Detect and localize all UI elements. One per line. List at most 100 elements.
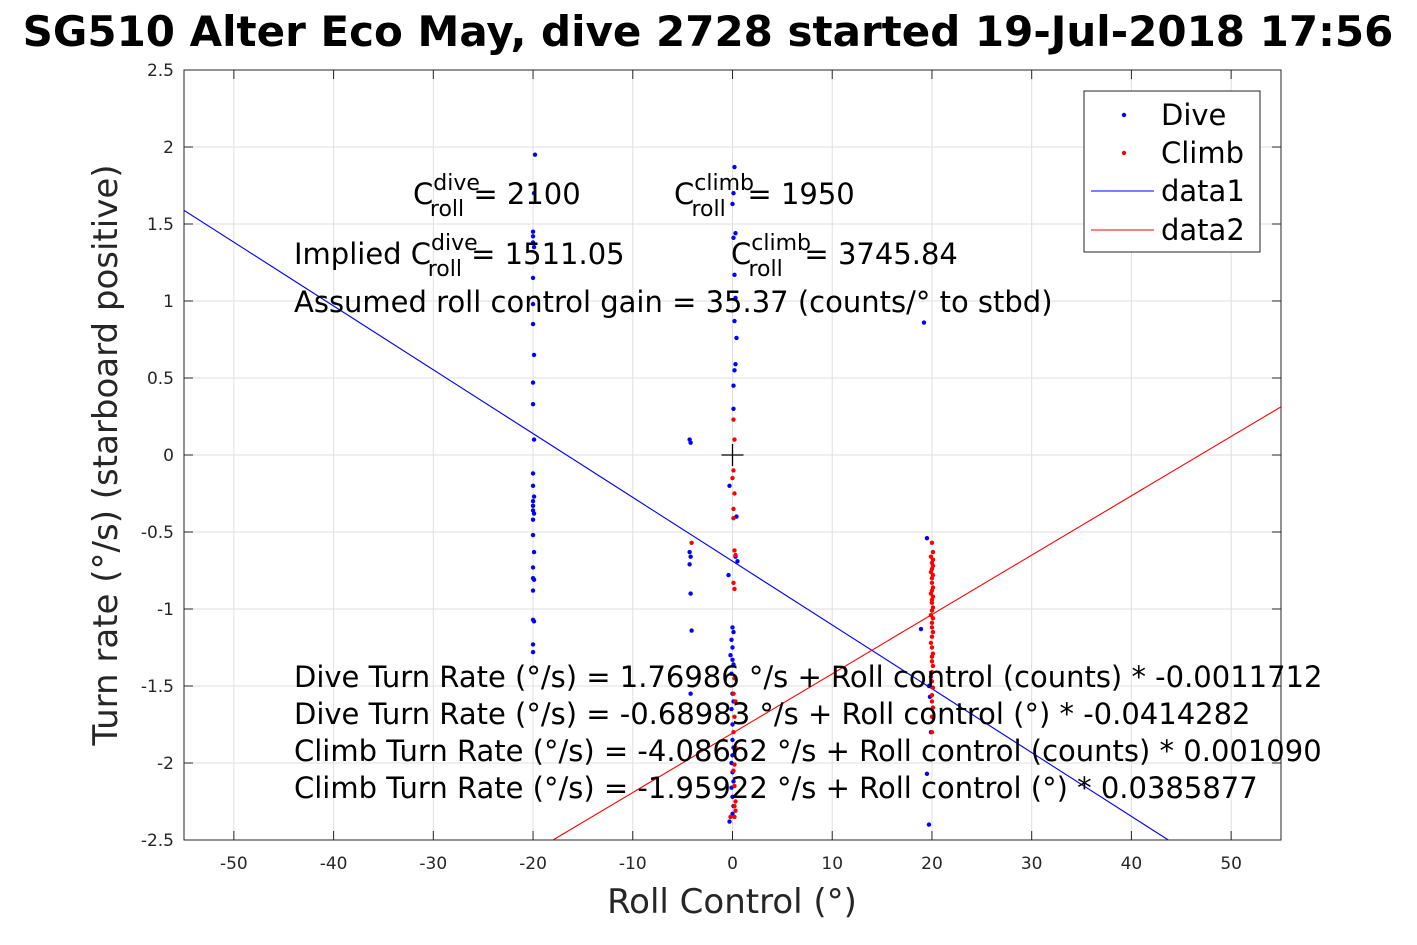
y-tick-label: 1.5 [147, 215, 174, 235]
dive-point [530, 471, 536, 476]
annotation-c-climb: Cclimb roll = 1950 [674, 171, 855, 222]
dive-point [531, 494, 537, 499]
dive-point [531, 549, 537, 555]
dive-point [530, 380, 536, 385]
dive-point [689, 628, 694, 633]
dive-point [731, 662, 736, 667]
dive-point [730, 657, 735, 663]
climb-point [732, 814, 737, 820]
dive-point [530, 532, 536, 538]
anno-tail: = 1511.05 [462, 237, 625, 271]
dive-point [729, 706, 734, 712]
climb-point [731, 768, 736, 773]
dive-point [687, 549, 692, 555]
dive-point [727, 483, 732, 488]
anno-base: C [413, 177, 433, 211]
climb-point [929, 659, 935, 664]
anno-sup: climb [694, 171, 754, 196]
climb-point [930, 616, 936, 621]
dive-point [729, 671, 734, 676]
climb-point [732, 437, 737, 442]
climb-point [928, 674, 934, 679]
climb-point [929, 620, 935, 626]
x-axis-label: Roll Control (°) [607, 882, 857, 922]
dive-point [530, 642, 536, 647]
dive-point [530, 229, 536, 234]
y-tick-label: 0.5 [147, 369, 174, 389]
dive-point [730, 201, 735, 207]
dive-point [733, 361, 738, 367]
dive-point [926, 683, 932, 689]
climb-point [733, 699, 738, 704]
dive-point [921, 320, 927, 325]
dive-point [531, 619, 537, 624]
dive-point [731, 629, 736, 635]
dive-point [732, 368, 737, 373]
dive-point [530, 275, 536, 281]
legend-label: data1 [1161, 174, 1245, 208]
anno-sup: climb [751, 231, 811, 256]
dive-point [531, 244, 537, 250]
dive-point [729, 637, 734, 642]
dive-point [732, 164, 737, 170]
text-line: Dive Turn Rate (°/s) = -0.68983 °/s + Ro… [294, 697, 1251, 731]
dive-point [530, 401, 536, 407]
climb-point [689, 540, 694, 545]
y-tick-label: 1 [163, 292, 174, 312]
x-tick-label: -40 [320, 854, 348, 874]
climb-point [929, 730, 935, 735]
y-tick-label: 0 [163, 446, 174, 466]
dive-point [733, 231, 738, 236]
climb-point [929, 714, 935, 719]
dive-point [731, 779, 736, 784]
anno-tail: = 2100 [464, 177, 581, 211]
x-tick-label: -20 [519, 854, 547, 874]
dive-point [730, 645, 735, 650]
climb-point [731, 506, 736, 512]
climb-point [732, 762, 737, 767]
anno-base: Implied C [294, 237, 431, 271]
climb-point [930, 629, 936, 635]
dive-point [918, 626, 924, 632]
annotation-c-dive: Cdive roll = 2100 [413, 171, 581, 222]
text-line: Climb Turn Rate (°/s) = -1.95922 °/s + R… [294, 771, 1258, 805]
dive-point [530, 234, 536, 239]
climb-point [732, 548, 737, 553]
climb-point [731, 691, 736, 696]
legend-label: Climb [1161, 136, 1244, 170]
y-tick-label: 2.5 [147, 61, 174, 81]
data-layer [184, 152, 1281, 840]
y-tick-label: 2 [163, 138, 174, 158]
dive-point [731, 406, 736, 411]
climb-point [733, 745, 738, 750]
anno-base: C [731, 237, 751, 271]
anno-tail: = 1950 [738, 177, 855, 211]
dive-point [688, 440, 693, 445]
dive-point [726, 572, 731, 578]
annotation-implied-dive: Implied Cdive roll = 1511.05 [294, 231, 625, 282]
dive-point [531, 511, 537, 516]
legend-label: Dive [1161, 98, 1226, 132]
anno-sub: roll [691, 197, 725, 222]
climb-point [929, 699, 935, 704]
y-tick-label: -2 [157, 754, 174, 774]
legend-marker-dive [1121, 112, 1127, 118]
dive-point [730, 625, 735, 630]
climb-point [929, 634, 935, 639]
climb-point [929, 597, 935, 602]
chart-title: SG510 Alter Eco May, dive 2728 started 1… [23, 7, 1394, 56]
dive-point [688, 554, 693, 559]
y-tick-label: -1 [157, 600, 174, 620]
anno-sub: roll [430, 197, 464, 222]
dive-point [731, 383, 736, 388]
dive-point [688, 591, 693, 596]
x-tick-label: 50 [1220, 854, 1242, 874]
dive-point [732, 272, 737, 278]
dive-point [688, 691, 693, 696]
anno-sub: roll [748, 257, 782, 282]
dive-point [687, 562, 692, 567]
dive-point [924, 771, 930, 776]
dive-point [731, 191, 736, 196]
climb-point [930, 705, 936, 710]
x-tick-label: 20 [921, 854, 943, 874]
